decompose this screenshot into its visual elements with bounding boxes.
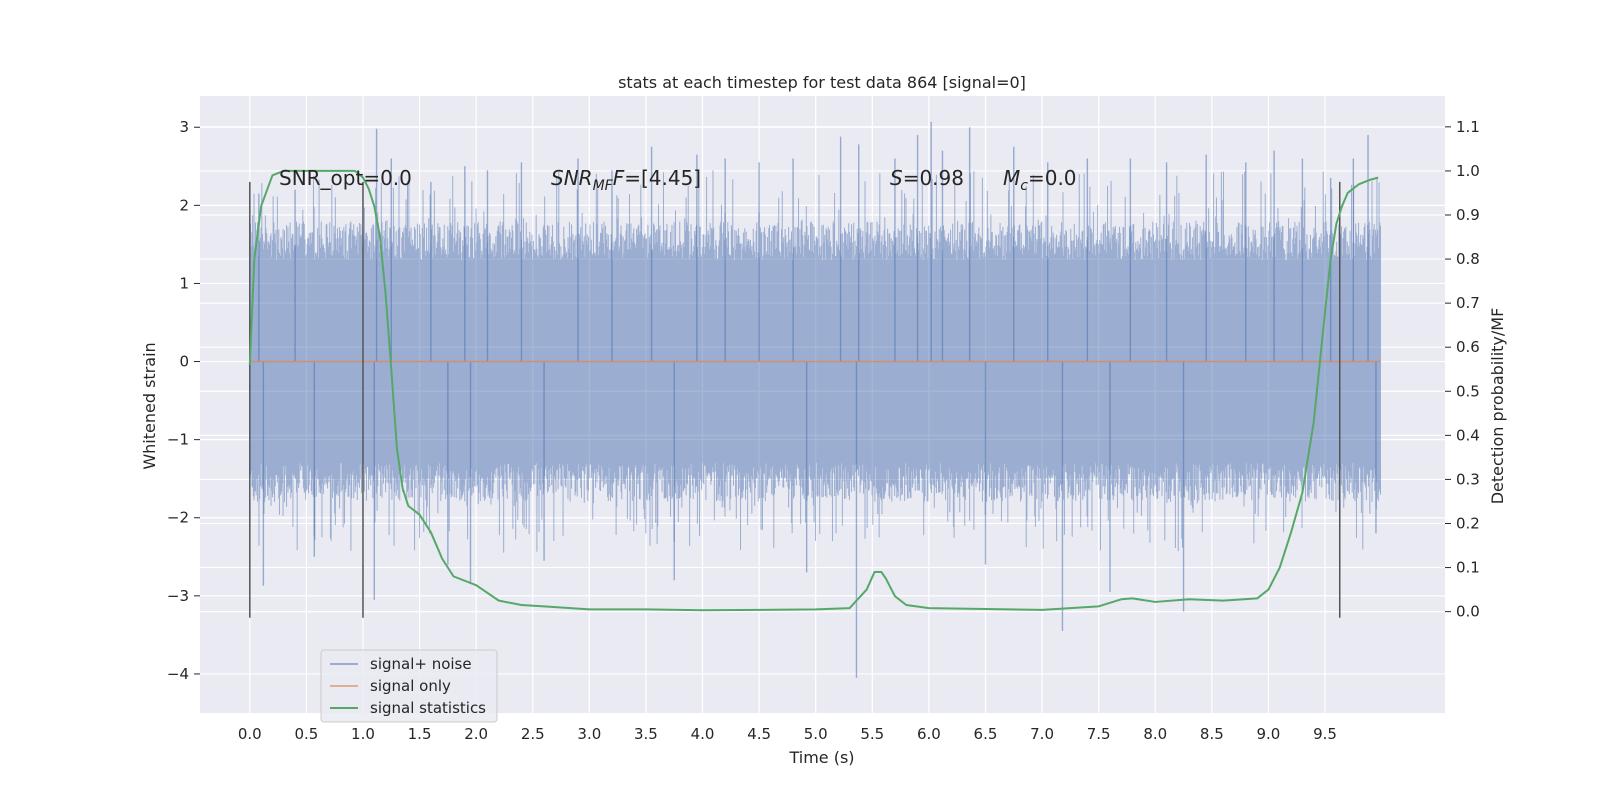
y2-tick-label: 0.3 (1456, 470, 1480, 488)
annotation-snr-mf: SNRMFF=[4.45] (551, 166, 701, 194)
x-tick-label: 6.0 (917, 725, 941, 743)
y-tick-label: 2 (179, 196, 189, 214)
annotation-mc: Mc=0.0 (1003, 166, 1077, 194)
y2-tick-label: 0.0 (1456, 603, 1480, 621)
y-axis-label: Whitened strain (140, 342, 159, 469)
y2-tick-label: 0.9 (1456, 206, 1480, 224)
x-tick-label: 9.0 (1257, 725, 1281, 743)
x-axis-label: Time (s) (788, 748, 854, 767)
annotation-mc-symbol: M (1003, 166, 1020, 190)
x-tick-label: 5.0 (804, 725, 828, 743)
y-tick-label: −2 (167, 509, 189, 527)
x-tick-label: 0.0 (238, 725, 262, 743)
y2-tick-label: 0.2 (1456, 514, 1480, 532)
x-tick-label: 8.0 (1143, 725, 1167, 743)
x-tick-label: 8.5 (1200, 725, 1224, 743)
legend-label-signal-noise: signal+ noise (370, 655, 472, 673)
y2-tick-label: 0.7 (1456, 294, 1480, 312)
x-tick-label: 9.5 (1313, 725, 1337, 743)
annotation-mc-value: =0.0 (1028, 166, 1077, 190)
x-tick-label: 1.5 (408, 725, 432, 743)
y-tick-label: −4 (167, 665, 189, 683)
x-tick-label: 4.0 (691, 725, 715, 743)
annotations: SNR_opt=0.0 SNRMFF=[4.45] S=0.98 Mc=0.0 (279, 166, 1077, 194)
series-signal-noise (249, 121, 1381, 678)
x-tick-label: 2.5 (521, 725, 545, 743)
y2-tick-label: 1.1 (1456, 118, 1480, 136)
signal-statistics-line (248, 169, 1379, 612)
vertical-markers (249, 181, 1341, 618)
legend-box (320, 649, 498, 723)
x-tick-label: 5.5 (860, 725, 884, 743)
x-tick-label: 3.0 (577, 725, 601, 743)
y-tick-label: 3 (179, 118, 189, 136)
x-tick-label: 7.0 (1030, 725, 1054, 743)
x-axis-ticks: 0.0 0.5 1.0 1.5 2.0 2.5 3.0 3.5 4.0 4.5 5.0 5.5 6.0 6… (238, 725, 1337, 743)
annotation-snr-mf-sub: MF (593, 178, 614, 194)
y2-axis-label: Detection probability/MF (1488, 308, 1507, 505)
x-tick-label: 3.5 (634, 725, 658, 743)
annotation-snr-opt: SNR_opt=0.0 (279, 166, 412, 190)
annotation-s: S=0.98 (890, 166, 964, 190)
x-tick-label: 2.0 (464, 725, 488, 743)
x-tick-label: 6.5 (974, 725, 998, 743)
annotation-snr-mf-symbol: SNR (551, 166, 593, 190)
y2-tick-label: 1.0 (1456, 162, 1480, 180)
y-tick-label: 1 (179, 274, 189, 292)
y2-tick-label: 0.1 (1456, 559, 1480, 577)
x-tick-label: 4.5 (747, 725, 771, 743)
y-tick-label: −3 (167, 587, 189, 605)
annotation-snr-mf-f: F (613, 166, 625, 190)
annotation-s-value: =0.98 (903, 166, 964, 190)
annotation-s-symbol: S (890, 166, 903, 190)
legend: signal+ noise signal only signal statist… (320, 649, 498, 723)
y2-axis-ticks: 1.1 1.0 0.9 0.8 0.7 0.6 0.5 0.4 0.3 0.2 0.1 0.0 (1445, 118, 1480, 621)
y2-tick-label: 0.8 (1456, 250, 1480, 268)
annotation-snr-mf-value: =[4.45] (624, 166, 701, 190)
y-axis-ticks: 3 2 1 0 −1 −2 −3 −4 (167, 118, 200, 683)
y2-tick-label: 0.4 (1456, 426, 1480, 444)
annotation-mc-sub: c (1020, 178, 1028, 194)
series-signal-statistics (248, 169, 1379, 612)
y-tick-label: −1 (167, 431, 189, 449)
legend-label-signal-statistics: signal statistics (370, 699, 486, 717)
x-tick-label: 1.0 (351, 725, 375, 743)
y-tick-label: 0 (179, 353, 189, 371)
legend-label-signal-only: signal only (370, 677, 451, 695)
y2-tick-label: 0.6 (1456, 338, 1480, 356)
chart-title: stats at each timestep for test data 864… (618, 73, 1026, 92)
x-tick-label: 0.5 (294, 725, 318, 743)
y2-tick-label: 0.5 (1456, 382, 1480, 400)
x-tick-label: 7.5 (1087, 725, 1111, 743)
